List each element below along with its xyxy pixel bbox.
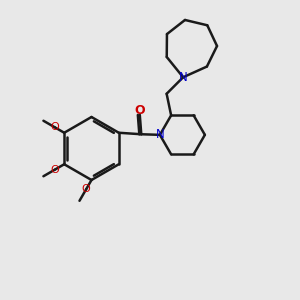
Text: O: O bbox=[134, 104, 145, 117]
Text: N: N bbox=[179, 71, 188, 84]
Text: O: O bbox=[50, 122, 59, 132]
Text: O: O bbox=[50, 165, 59, 175]
Text: O: O bbox=[82, 184, 91, 194]
Text: N: N bbox=[155, 128, 164, 141]
